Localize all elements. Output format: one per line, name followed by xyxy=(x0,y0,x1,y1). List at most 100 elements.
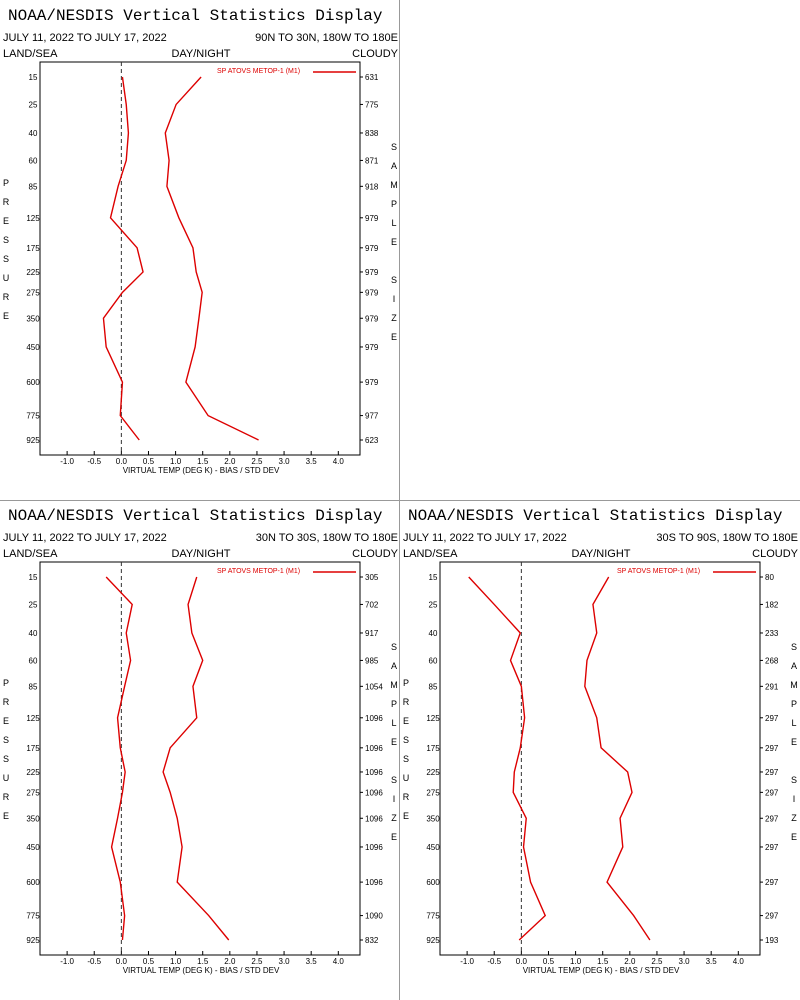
x-tick-label: 1.5 xyxy=(197,957,209,966)
sample-size: 297 xyxy=(765,814,779,823)
pressure-label: 40 xyxy=(29,629,38,638)
panel-title: NOAA/NESDIS Vertical Statistics Display xyxy=(8,507,383,525)
x-tick-label: 3.0 xyxy=(679,957,691,966)
x-tick-label: 0.5 xyxy=(143,457,155,466)
pressure-label: 25 xyxy=(429,600,438,609)
sample-size: 979 xyxy=(365,268,379,277)
sample-size: 979 xyxy=(365,288,379,297)
pressure-label: 125 xyxy=(426,714,440,723)
sample-size: 297 xyxy=(765,714,779,723)
pressure-label: 450 xyxy=(26,343,40,352)
sample-size: 1096 xyxy=(365,878,383,887)
land-sea: LAND/SEA xyxy=(403,548,458,560)
sample-size: 871 xyxy=(365,156,379,165)
legend-label: SP ATOVS METOP-1 (M1) xyxy=(217,568,300,575)
x-tick-label: 3.0 xyxy=(279,457,291,466)
sample-size: 702 xyxy=(365,600,379,609)
chart-panel: NOAA/NESDIS Vertical Statistics Display J… xyxy=(401,507,799,975)
pressure-label: 225 xyxy=(26,268,40,277)
cloudy: CLOUDY xyxy=(752,548,799,560)
pressure-label: 350 xyxy=(426,814,440,823)
region: 30S TO 90S, 180W TO 180E xyxy=(656,532,798,544)
profile-line xyxy=(105,576,133,941)
sample-size: 182 xyxy=(765,600,779,609)
pressure-label: 15 xyxy=(429,573,438,582)
sample-size: 979 xyxy=(365,244,379,253)
panel-title: NOAA/NESDIS Vertical Statistics Display xyxy=(8,7,383,25)
sample-size: 838 xyxy=(365,129,379,138)
pressure-label: 600 xyxy=(26,378,40,387)
region: 90N TO 30N, 180W TO 180E xyxy=(255,32,398,44)
sample-size: 631 xyxy=(365,73,379,82)
sample-size: 297 xyxy=(765,788,779,797)
y-axis-label: PRESSURE xyxy=(1,178,11,330)
x-axis-label: VIRTUAL TEMP (DEG K) - BIAS / STD DEV xyxy=(123,466,280,475)
date-range: JULY 11, 2022 TO JULY 17, 2022 xyxy=(3,32,167,44)
pressure-label: 175 xyxy=(426,744,440,753)
pressure-label: 350 xyxy=(26,314,40,323)
sample-size: 305 xyxy=(365,573,379,582)
sample-size: 80 xyxy=(765,573,774,582)
x-tick-label: 2.0 xyxy=(224,457,236,466)
pressure-label: 60 xyxy=(29,156,38,165)
x-tick-label: 0.0 xyxy=(116,957,128,966)
sample-size: 297 xyxy=(765,768,779,777)
legend-label: SP ATOVS METOP-1 (M1) xyxy=(217,68,300,75)
sample-size: 233 xyxy=(765,629,779,638)
pressure-label: 25 xyxy=(29,100,38,109)
x-tick-label: -1.0 xyxy=(460,957,474,966)
profile-line xyxy=(468,576,547,941)
sample-size: 832 xyxy=(365,936,379,945)
x-tick-label: 1.5 xyxy=(197,457,209,466)
sample-size: 297 xyxy=(765,878,779,887)
plot-frame xyxy=(439,561,761,956)
pressure-label: 40 xyxy=(429,629,438,638)
pressure-label: 225 xyxy=(426,768,440,777)
sample-size: 1096 xyxy=(365,744,383,753)
sample-size: 297 xyxy=(765,912,779,921)
pressure-label: 350 xyxy=(26,814,40,823)
day-night: DAY/NIGHT xyxy=(171,548,230,560)
day-night: DAY/NIGHT xyxy=(571,548,630,560)
pressure-label: 450 xyxy=(26,843,40,852)
sample-size: 918 xyxy=(365,182,379,191)
pressure-label: 40 xyxy=(29,129,38,138)
sample-size: 1096 xyxy=(365,768,383,777)
pressure-label: 600 xyxy=(426,878,440,887)
sample-size: 1096 xyxy=(365,814,383,823)
region: 30N TO 30S, 180W TO 180E xyxy=(256,532,398,544)
sample-size: 1096 xyxy=(365,843,383,852)
x-tick-label: 3.0 xyxy=(279,957,291,966)
x-axis-label: VIRTUAL TEMP (DEG K) - BIAS / STD DEV xyxy=(123,966,280,975)
sample-size: 291 xyxy=(765,682,779,691)
profile-line xyxy=(102,76,144,441)
pressure-label: 925 xyxy=(26,936,40,945)
sample-size: 623 xyxy=(365,436,379,445)
right-axis-label: SAMPLE SIZE xyxy=(389,142,399,351)
sample-size: 297 xyxy=(765,843,779,852)
pressure-label: 60 xyxy=(29,656,38,665)
sample-size: 977 xyxy=(365,412,379,421)
chart-panel: NOAA/NESDIS Vertical Statistics Display J… xyxy=(1,7,399,475)
profile-line xyxy=(162,576,230,941)
chart-panel: NOAA/NESDIS Vertical Statistics Display J… xyxy=(1,507,399,975)
x-tick-label: 2.5 xyxy=(251,957,263,966)
pressure-label: 775 xyxy=(426,912,440,921)
sample-size: 979 xyxy=(365,314,379,323)
sample-size: 979 xyxy=(365,343,379,352)
x-tick-label: 1.0 xyxy=(570,957,582,966)
sample-size: 917 xyxy=(365,629,379,638)
x-tick-label: 1.0 xyxy=(170,957,182,966)
pressure-label: 600 xyxy=(26,878,40,887)
pressure-label: 925 xyxy=(426,936,440,945)
pressure-label: 275 xyxy=(26,788,40,797)
pressure-label: 85 xyxy=(29,182,38,191)
date-range: JULY 11, 2022 TO JULY 17, 2022 xyxy=(403,532,567,544)
date-range: JULY 11, 2022 TO JULY 17, 2022 xyxy=(3,532,167,544)
x-tick-label: 4.0 xyxy=(733,957,745,966)
x-axis-label: VIRTUAL TEMP (DEG K) - BIAS / STD DEV xyxy=(523,966,680,975)
x-tick-label: -1.0 xyxy=(60,457,74,466)
sample-size: 1054 xyxy=(365,682,383,691)
pressure-label: 175 xyxy=(26,244,40,253)
x-tick-label: -0.5 xyxy=(87,457,101,466)
